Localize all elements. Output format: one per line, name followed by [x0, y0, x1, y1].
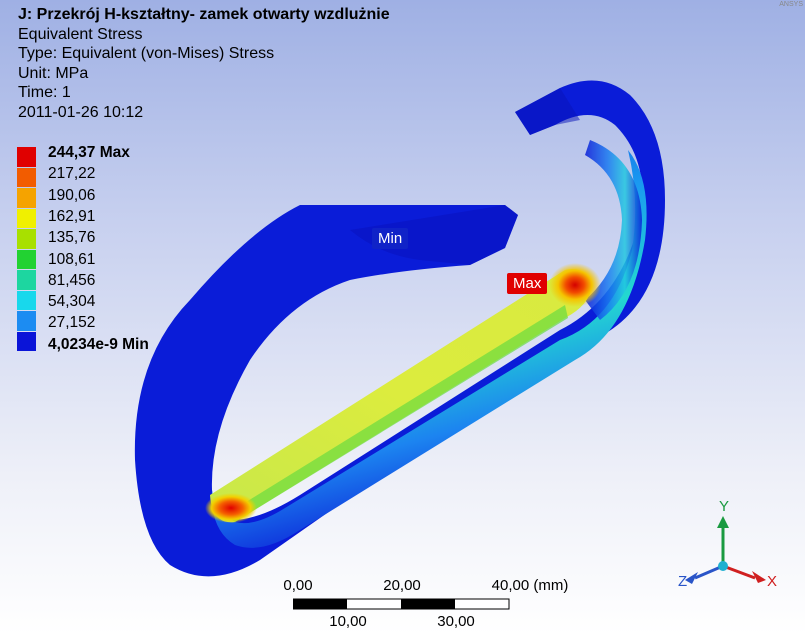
result-type: Type: Equivalent (von-Mises) Stress — [18, 45, 275, 62]
axis-y-label: Y — [719, 498, 730, 515]
legend-label: 54,304 — [48, 293, 96, 311]
legend-swatch — [17, 290, 36, 311]
legend-label: 4,0234e-9 Min — [48, 335, 149, 353]
scale-label-30: 30,00 — [437, 613, 475, 630]
legend-label: 244,37 Max — [48, 144, 130, 161]
legend-label: 108,61 — [48, 250, 96, 268]
legend-label: 217,22 — [48, 165, 96, 183]
legend-label: 135,76 — [48, 229, 96, 247]
legend-label: 162,91 — [48, 207, 96, 225]
legend-swatch — [17, 188, 36, 208]
ansys-watermark: ANSYS — [779, 1, 803, 8]
legend-swatch — [17, 311, 36, 331]
analysis-title: J: Przekrój H-kształtny- zamek otwarty w… — [18, 6, 390, 23]
min-probe-label: Min — [372, 228, 409, 249]
scale-label-0: 0,00 — [283, 577, 313, 594]
legend-swatch — [17, 147, 36, 167]
legend-label: 27,152 — [48, 314, 96, 332]
legend-swatch — [17, 167, 36, 188]
scale-label-20: 20,00 — [383, 577, 421, 594]
result-date: 2011-01-26 10:12 — [18, 103, 144, 121]
legend-label: 190,06 — [48, 186, 96, 204]
legend-label: 81,456 — [48, 271, 96, 289]
axis-x-label: X — [767, 573, 778, 590]
legend-swatch — [17, 270, 36, 290]
result-name: Equivalent Stress — [18, 25, 143, 43]
axis-triad[interactable]: Y X Z — [670, 498, 790, 600]
legend-swatch — [17, 249, 36, 270]
scale-label-10: 10,00 — [329, 613, 367, 630]
scale-label-40: 40,00 (mm) — [491, 577, 569, 594]
scale-bar: 0,00 20,00 40,00 (mm) 10,00 30,00 — [260, 575, 568, 635]
legend-swatch — [17, 331, 36, 352]
result-header: J: Przekrój H-kształtny- zamek otwarty w… — [18, 5, 390, 122]
max-probe-label: Max — [507, 273, 548, 294]
result-time: Time: 1 — [18, 84, 71, 101]
legend-swatch — [17, 229, 36, 249]
scale-bar-graphic — [293, 598, 510, 610]
axis-z-label: Z — [678, 573, 688, 590]
legend-swatch — [17, 208, 36, 229]
triad-axes — [685, 516, 766, 584]
result-unit: Unit: MPa — [18, 64, 89, 82]
color-legend: 244,37 Max 217,22 190,06 162,91 135,76 108,61… — [17, 144, 197, 357]
